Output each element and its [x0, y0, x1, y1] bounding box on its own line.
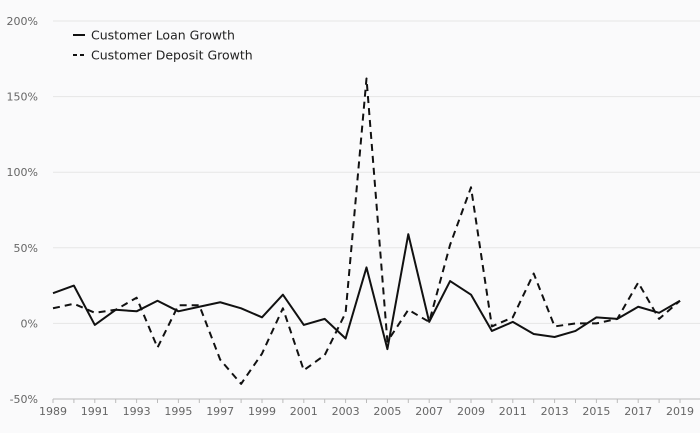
- deposit-growth-line: [52, 77, 681, 385]
- x-tick-label: 2019: [666, 405, 694, 418]
- x-tick-label: 2001: [290, 405, 318, 418]
- legend-label: Customer Deposit Growth: [91, 48, 253, 63]
- y-axis: 200% 150% 100% 50% 0% -50%: [7, 15, 38, 406]
- x-tick-label: 1993: [123, 405, 151, 418]
- y-tick-label: 150%: [7, 91, 38, 104]
- x-tick-label: 2009: [457, 405, 485, 418]
- x-tick-label: 2015: [582, 405, 610, 418]
- y-tick-label: 50%: [14, 242, 38, 255]
- legend: Customer Loan Growth Customer Deposit Gro…: [73, 28, 253, 63]
- y-tick-label: 100%: [7, 166, 38, 179]
- x-tick-label: 1999: [248, 405, 276, 418]
- legend-label: Customer Loan Growth: [91, 28, 235, 43]
- y-tick-label: 200%: [7, 15, 38, 28]
- x-tick-label: 2005: [373, 405, 401, 418]
- x-tick-label: 1991: [81, 405, 109, 418]
- grid-lines: [53, 20, 700, 324]
- x-axis: 1989 1991 1993 1995 1997 1999 2001 2003 2005 2007…: [39, 398, 700, 418]
- y-tick-label: 0%: [21, 317, 38, 330]
- x-tick-label: 1989: [39, 405, 67, 418]
- x-tick-label: 2013: [541, 405, 569, 418]
- y-tick-label: -50%: [10, 393, 38, 406]
- x-tick-label: 2003: [332, 405, 360, 418]
- x-tick-label: 2017: [624, 405, 652, 418]
- x-tick-label: 2011: [499, 405, 527, 418]
- x-tick-label: 1997: [206, 405, 234, 418]
- x-tick-label: 2007: [415, 405, 443, 418]
- loan-growth-line: [52, 233, 681, 351]
- series-lines: [52, 77, 681, 385]
- x-tick-label: 1995: [164, 405, 192, 418]
